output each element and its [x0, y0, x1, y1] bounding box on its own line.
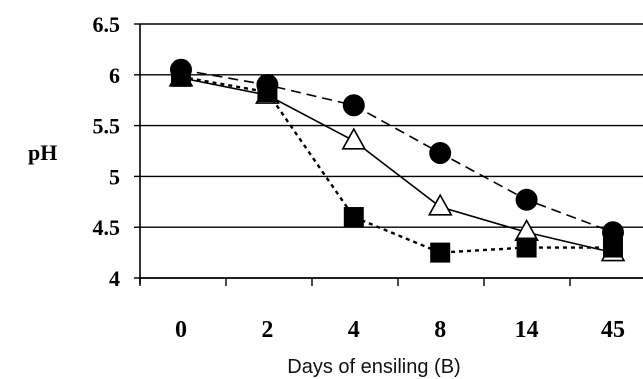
x-tick-label: 2	[261, 317, 273, 343]
data-point	[171, 66, 191, 87]
x-tick-label: 14	[515, 317, 539, 343]
series-square	[171, 66, 623, 263]
series-line	[180, 77, 614, 254]
axes	[134, 23, 643, 286]
data-point	[427, 193, 453, 216]
data-point	[429, 142, 452, 165]
x-tick-label: 8	[434, 317, 446, 343]
y-tick-label: 6	[109, 63, 120, 88]
y-tick-label: 6.5	[93, 12, 121, 37]
data-point	[430, 242, 451, 263]
data-point	[516, 237, 537, 258]
y-tick-label: 5	[109, 164, 120, 189]
x-tick-label: 0	[175, 317, 187, 343]
series-line	[180, 75, 613, 254]
data-point	[342, 94, 365, 117]
x-tick-labels: 0 2 4 8 14 45	[175, 317, 625, 343]
y-tick-labels: 6.5 6 5.5 5 4.5 4	[93, 12, 121, 291]
y-tick-label: 5.5	[93, 114, 121, 139]
x-tick-label: 45	[601, 317, 625, 343]
series-triangle	[168, 64, 626, 262]
x-tick-label: 4	[348, 317, 360, 343]
y-tick-label: 4	[109, 266, 120, 291]
series-layer	[168, 58, 626, 263]
data-point	[257, 82, 278, 103]
data-point	[603, 237, 623, 258]
y-axis-label: pH	[28, 140, 57, 165]
x-axis-label: Days of ensiling (B)	[287, 356, 460, 378]
series-line	[180, 68, 614, 234]
y-tick-label: 4.5	[93, 215, 121, 240]
data-point	[341, 127, 367, 150]
data-point	[515, 188, 538, 211]
data-point	[343, 207, 364, 228]
gridlines	[140, 23, 643, 279]
